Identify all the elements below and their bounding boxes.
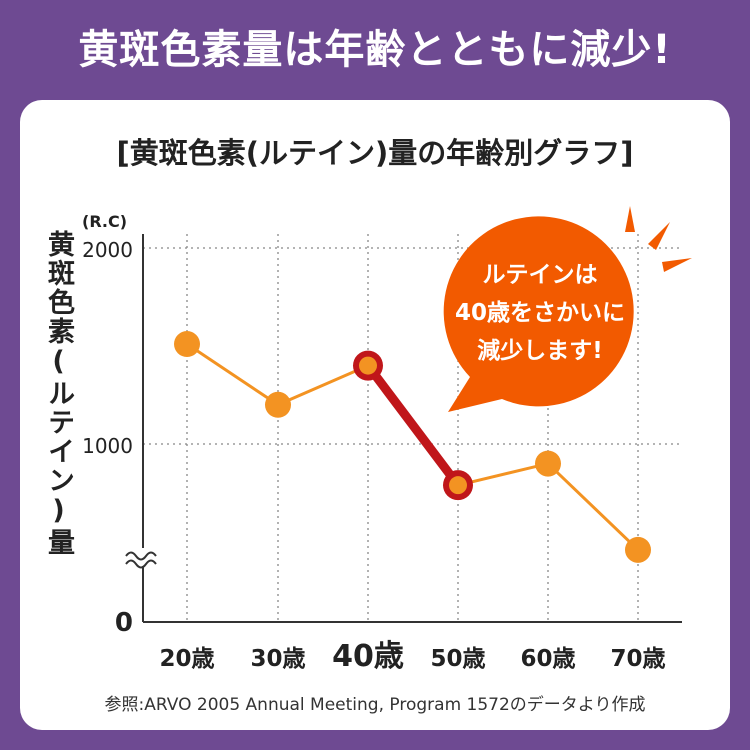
- axis-break-mark: [125, 551, 157, 561]
- burst-ray: [648, 222, 670, 250]
- highlight-segment: [363, 361, 463, 490]
- y-axis-unit: (R.C): [82, 212, 128, 231]
- callout-line: 40歳をさかいに: [454, 300, 625, 326]
- data-point: [449, 476, 467, 495]
- data-point: [359, 356, 377, 375]
- axis-break-gap: [129, 548, 153, 566]
- y-tick-label: 1000: [82, 434, 133, 458]
- y-axis-label: 黄斑色素(ルテイン)量: [43, 230, 74, 557]
- chart-card: [20, 100, 730, 730]
- x-tick-label: 30歳: [250, 646, 305, 672]
- data-point: [625, 536, 651, 563]
- source-note: 参照:ARVO 2005 Annual Meeting, Program 157…: [104, 695, 646, 715]
- x-tick-label: 60歳: [520, 646, 575, 672]
- axis-break-mark: [125, 559, 157, 569]
- callout-line: ルテインは: [482, 262, 598, 288]
- callout-line: 減少します!: [477, 338, 603, 364]
- x-tick-label: 40歳: [332, 639, 404, 674]
- callout-bubble: [443, 216, 634, 412]
- y-tick-label: 2000: [82, 238, 133, 262]
- x-tick-label: 20歳: [159, 646, 214, 672]
- banner-title: 黄斑色素量は年齢とともに減少!: [78, 27, 672, 73]
- data-point: [265, 391, 291, 418]
- burst-ray: [662, 258, 692, 272]
- chart-title: [黄斑色素(ルテイン)量の年齢別グラフ]: [116, 136, 634, 170]
- y-tick-label: 0: [115, 608, 133, 638]
- data-point: [174, 331, 200, 358]
- callout-text: ルテインは 40歳をさかいに 減少します!: [450, 256, 630, 370]
- data-point: [535, 450, 561, 477]
- burst-ray: [625, 206, 635, 232]
- x-tick-label: 50歳: [430, 646, 485, 672]
- x-tick-label: 70歳: [610, 646, 665, 672]
